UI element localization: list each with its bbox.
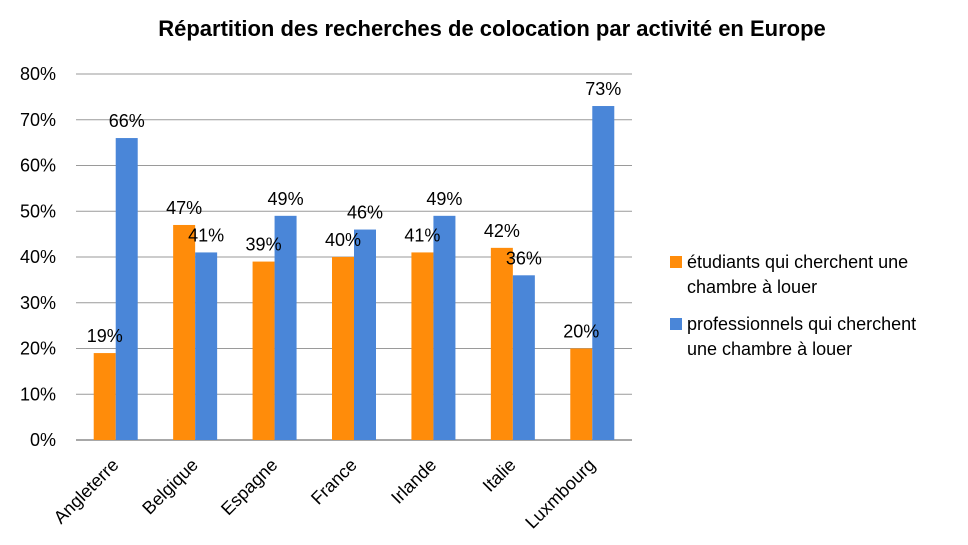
x-category-label: Angleterre (50, 455, 123, 528)
x-category-label: Italie (479, 455, 520, 496)
y-tick-label: 30% (20, 293, 56, 313)
data-label: 66% (109, 111, 145, 131)
data-label: 47% (166, 198, 202, 218)
bar-etudiants-2 (252, 261, 275, 440)
y-tick-label: 60% (20, 156, 56, 176)
bar-professionnels-6 (592, 106, 615, 441)
data-label: 49% (426, 189, 462, 209)
data-label: 49% (268, 189, 304, 209)
data-label: 36% (506, 248, 542, 268)
bar-professionnels-2 (274, 215, 297, 440)
bar-etudiants-0 (93, 353, 116, 440)
x-category-label: Irlande (387, 455, 440, 508)
y-tick-label: 80% (20, 64, 56, 84)
data-label: 19% (87, 326, 123, 346)
data-labels: 19% 66% 47% 41% 39% 49% 40% 46% 41% 49% 42% 36% 20% 7… (87, 79, 622, 346)
data-label: 20% (563, 322, 599, 342)
bar-etudiants-5 (490, 247, 513, 440)
legend: étudiants qui cherchent une chambre à lou… (670, 252, 916, 359)
y-tick-label: 0% (30, 430, 56, 450)
bar-etudiants-6 (570, 348, 593, 440)
y-tick-label: 50% (20, 201, 56, 221)
y-tick-label: 20% (20, 339, 56, 359)
data-label: 41% (404, 225, 440, 245)
bar-professionnels-4 (433, 215, 456, 440)
bar-etudiants-4 (411, 252, 434, 440)
y-tick-label: 70% (20, 110, 56, 130)
legend-swatch (670, 256, 682, 268)
legend-label: étudiants qui cherchent une chambre à lou… (687, 252, 908, 297)
legend-swatch (670, 318, 682, 330)
data-label: 39% (246, 235, 282, 255)
data-label: 46% (347, 203, 383, 223)
bar-professionnels-1 (195, 252, 218, 440)
data-label: 40% (325, 230, 361, 250)
x-category-label: Espagne (217, 455, 281, 519)
x-category-label: Belgique (138, 455, 202, 519)
bar-professionnels-5 (512, 275, 535, 440)
x-category-label: France (307, 455, 361, 509)
data-label: 42% (484, 221, 520, 241)
bar-etudiants-3 (332, 257, 354, 440)
data-label: 41% (188, 225, 224, 245)
x-category-label: Luxmbourg (521, 455, 599, 533)
chart-title: Répartition des recherches de colocation… (158, 16, 826, 41)
legend-label: professionnels qui cherchent une chambre … (687, 314, 916, 359)
y-axis-ticks: 0% 10% 20% 30% 40% 50% 60% 70% 80% (20, 64, 56, 450)
bar-professionnels-3 (354, 229, 376, 440)
bar-professionnels-0 (115, 138, 138, 441)
y-tick-label: 40% (20, 247, 56, 267)
y-tick-label: 10% (20, 384, 56, 404)
x-axis-categories: Angleterre Belgique Espagne France Irlande It… (50, 455, 599, 533)
bar-etudiants-1 (173, 224, 196, 440)
bars (93, 106, 615, 441)
data-label: 73% (585, 79, 621, 99)
